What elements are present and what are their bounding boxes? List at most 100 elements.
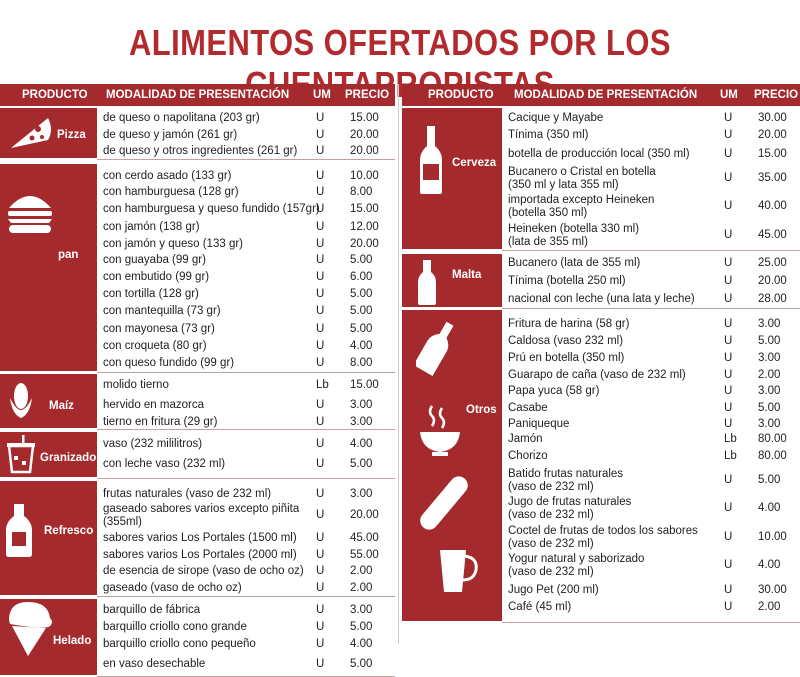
item-price: 15.00 bbox=[350, 379, 379, 391]
right-table-header: PRODUCTO MODALIDAD DE PRESENTACIÓN UM PRECI… bbox=[402, 84, 800, 106]
category-name: Granizado bbox=[40, 452, 97, 464]
item-unit: U bbox=[316, 604, 325, 616]
item-unit: U bbox=[316, 488, 325, 500]
item-price: 15.00 bbox=[350, 112, 379, 124]
item-description: importada excepto Heineken bbox=[508, 194, 655, 206]
item-description-line2: (vaso de 232 ml) bbox=[508, 481, 594, 493]
item-description: con hamburguesa y queso fundido (157gr) bbox=[103, 203, 320, 215]
item-unit: U bbox=[316, 305, 325, 317]
item-description: Heineken (botella 330 ml) bbox=[508, 223, 640, 235]
item-price: 20.00 bbox=[350, 145, 379, 157]
group-separator bbox=[502, 622, 800, 623]
item-unit: U bbox=[316, 438, 325, 450]
item-price: 5.00 bbox=[350, 458, 373, 470]
item-unit: Lb bbox=[724, 450, 737, 462]
item-unit: U bbox=[316, 582, 325, 594]
item-description: Paniqueque bbox=[508, 418, 570, 430]
item-description: con cerdo asado (133 gr) bbox=[103, 170, 232, 182]
item-unit: U bbox=[724, 275, 733, 287]
item-unit: U bbox=[316, 271, 325, 283]
price-row: barquillo criollo cono pequeño U 4.00 bbox=[0, 638, 395, 654]
item-price: 5.00 bbox=[758, 402, 781, 414]
price-row: barquillo de fábrica U 3.00 bbox=[0, 604, 395, 620]
item-price: 20.00 bbox=[758, 129, 787, 141]
item-description-line2: (vaso de 232 ml) bbox=[508, 538, 594, 550]
item-price: 15.00 bbox=[758, 148, 787, 160]
item-price: 4.00 bbox=[758, 559, 781, 571]
item-description: con embutido (99 gr) bbox=[103, 271, 210, 283]
item-unit: U bbox=[316, 399, 325, 411]
bottle-tilted-icon bbox=[413, 320, 456, 381]
price-row: Bucanero o Cristal en botella (350 ml y l… bbox=[402, 166, 800, 191]
item-unit: U bbox=[316, 416, 325, 428]
item-unit: U bbox=[724, 531, 733, 543]
item-price: 8.00 bbox=[350, 186, 373, 198]
category-name: Helado bbox=[53, 635, 92, 647]
category-name: Otros bbox=[466, 404, 497, 416]
item-unit: Lb bbox=[724, 433, 737, 445]
item-unit: U bbox=[316, 323, 325, 335]
item-price: 3.00 bbox=[758, 352, 781, 364]
item-unit: U bbox=[316, 565, 325, 577]
item-unit: U bbox=[316, 254, 325, 266]
group-separator bbox=[502, 308, 800, 309]
price-row: Chorizo Lb 80.00 bbox=[402, 450, 800, 466]
price-row: con mantequilla (73 gr) U 5.00 bbox=[0, 305, 395, 321]
item-description-line2: (vaso de 232 ml) bbox=[508, 566, 594, 578]
category-name: pan bbox=[58, 249, 79, 261]
price-row: con cerdo asado (133 gr) U 10.00 bbox=[0, 170, 395, 186]
item-unit: U bbox=[724, 584, 733, 596]
item-price: 80.00 bbox=[758, 433, 787, 445]
item-price: 2.00 bbox=[350, 565, 373, 577]
item-description: con queso fundido (99 gr) bbox=[103, 357, 235, 369]
price-row: Jugo Pet (200 ml) U 30.00 bbox=[402, 584, 800, 600]
category-name: Cerveza bbox=[452, 157, 497, 169]
price-row: vaso (232 mililitros) U 4.00 bbox=[0, 438, 395, 454]
item-description: Coctel de frutas de todos los sabores bbox=[508, 525, 698, 537]
item-price: 20.00 bbox=[758, 275, 787, 287]
item-description: con hamburguesa (128 gr) bbox=[103, 186, 239, 198]
item-unit: U bbox=[316, 638, 325, 650]
price-row: Papa yuca (58 gr) U 3.00 bbox=[402, 385, 800, 401]
item-unit: U bbox=[316, 112, 325, 124]
item-description-line2: (350 ml y lata 355 ml) bbox=[508, 179, 619, 191]
item-price: 25.00 bbox=[758, 257, 787, 269]
item-unit: U bbox=[724, 335, 733, 347]
item-description: gaseado (vaso de ocho oz) bbox=[103, 582, 242, 594]
group-separator bbox=[502, 250, 800, 251]
item-price: 3.00 bbox=[758, 318, 781, 330]
item-description: con tortilla (128 gr) bbox=[103, 288, 199, 300]
item-price: 35.00 bbox=[758, 172, 787, 184]
item-price: 20.00 bbox=[350, 509, 379, 521]
item-description: barquillo de fábrica bbox=[103, 604, 201, 616]
price-row: Fritura de harina (58 gr) U 3.00 bbox=[402, 318, 800, 334]
item-price: 5.00 bbox=[758, 335, 781, 347]
category-granizado-block bbox=[0, 432, 97, 477]
item-unit: U bbox=[316, 203, 325, 215]
price-row: con leche vaso (232 ml) U 5.00 bbox=[0, 458, 395, 474]
item-description: Jamón bbox=[508, 433, 543, 445]
header-precio: PRECIO bbox=[754, 89, 799, 101]
price-row: Tínima (botella 250 ml) U 20.00 bbox=[402, 275, 800, 291]
item-price: 40.00 bbox=[758, 200, 787, 212]
item-description: barquillo criollo cono pequeño bbox=[103, 638, 256, 650]
price-row: Jamón Lb 80.00 bbox=[402, 433, 800, 449]
item-unit: U bbox=[316, 288, 325, 300]
item-unit: U bbox=[316, 549, 325, 561]
header-precio: PRECIO bbox=[345, 89, 390, 101]
item-unit: U bbox=[316, 357, 325, 369]
burger-icon bbox=[5, 190, 55, 241]
price-row: Paniqueque U 3.00 bbox=[402, 418, 800, 434]
price-row: con hamburguesa y queso fundido (157gr) U… bbox=[0, 203, 395, 219]
item-description: Guarapo de caña (vaso de 232 ml) bbox=[508, 369, 686, 381]
item-description: Bucanero (lata de 355 ml) bbox=[508, 257, 641, 269]
price-row: Tínima (350 ml) U 20.00 bbox=[402, 129, 800, 145]
item-description: nacional con leche (una lata y leche) bbox=[508, 293, 695, 305]
item-unit: U bbox=[724, 474, 733, 486]
item-unit: U bbox=[724, 172, 733, 184]
item-unit: U bbox=[316, 458, 325, 470]
item-price: 5.00 bbox=[350, 305, 373, 317]
item-price: 45.00 bbox=[758, 229, 787, 241]
price-row: Yogur natural y saborizado (vaso de 232 m… bbox=[402, 553, 800, 578]
price-row: nacional con leche (una lata y leche) U 28… bbox=[402, 293, 800, 309]
